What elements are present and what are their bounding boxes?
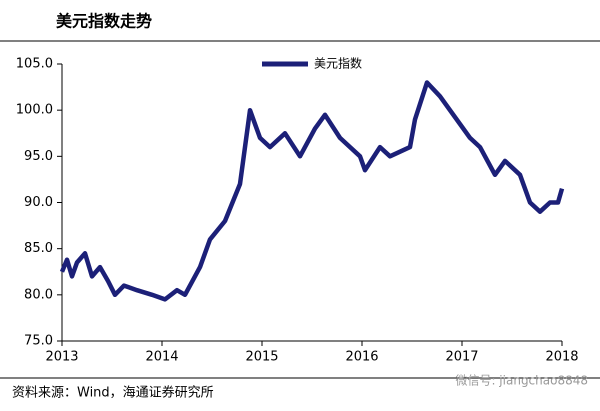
chart-title: 美元指数走势: [56, 12, 152, 31]
y-tick-label: 80.0: [24, 287, 53, 302]
watermark: 微信号: jiangchao8848: [455, 374, 588, 388]
data-line: [59, 80, 565, 302]
x-tick-label: 2017: [445, 350, 478, 365]
y-tick-label: 75.0: [24, 334, 53, 349]
y-tick-label: 85.0: [24, 241, 53, 256]
y-tick-label: 105.0: [16, 57, 53, 72]
x-tick-label: 2015: [245, 350, 278, 365]
x-tick-label: 2013: [45, 350, 78, 365]
legend-label: 美元指数: [314, 56, 362, 71]
y-tick-label: 90.0: [24, 195, 53, 210]
x-tick-label: 2014: [145, 350, 178, 365]
y-tick-label: 95.0: [24, 149, 53, 164]
x-tick-label: 2016: [345, 350, 378, 365]
source: 资料来源：Wind，海通证券研究所: [12, 385, 214, 401]
y-tick-label: 100.0: [16, 103, 53, 118]
x-tick-label: 2018: [545, 350, 578, 365]
